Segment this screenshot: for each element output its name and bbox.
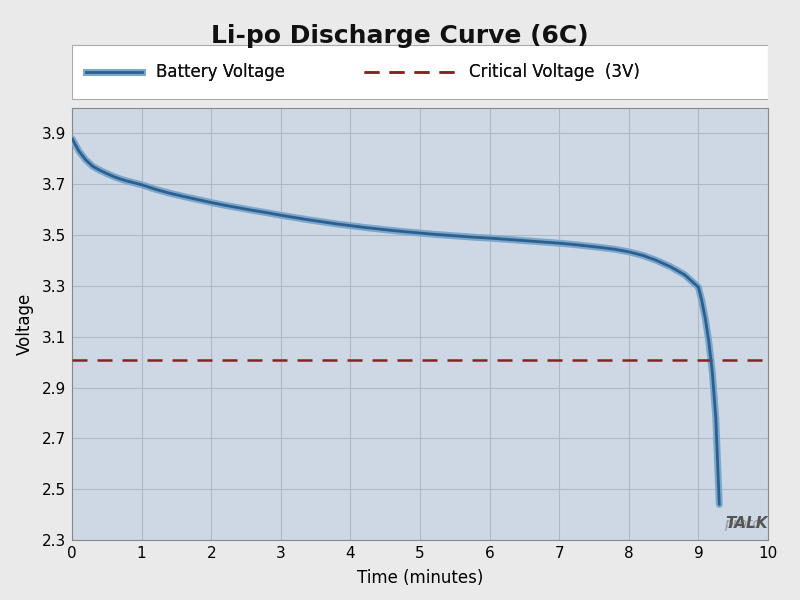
Text: TALK: TALK: [726, 517, 768, 532]
Text: Critical Voltage  (3V): Critical Voltage (3V): [469, 63, 639, 81]
Text: Battery Voltage: Battery Voltage: [155, 63, 285, 81]
Text: Critical Voltage  (3V): Critical Voltage (3V): [469, 63, 639, 81]
Text: Li-po Discharge Curve (6C): Li-po Discharge Curve (6C): [211, 24, 589, 48]
FancyBboxPatch shape: [72, 45, 768, 99]
Text: proto: proto: [724, 517, 761, 532]
Text: Battery Voltage: Battery Voltage: [155, 63, 285, 81]
X-axis label: Time (minutes): Time (minutes): [357, 569, 483, 587]
Y-axis label: Voltage: Voltage: [16, 293, 34, 355]
